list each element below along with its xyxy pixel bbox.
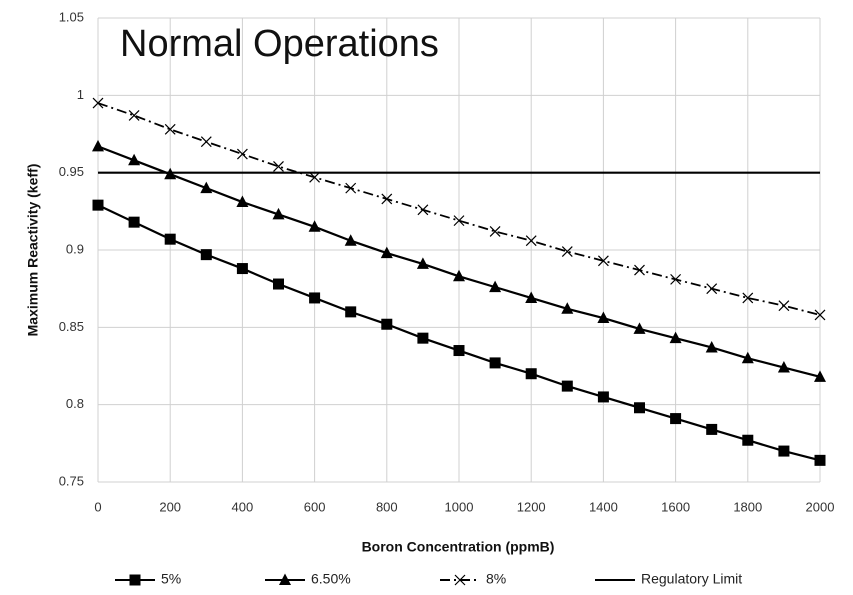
x-tick-label: 1600 [661,499,690,514]
x-tick-label: 200 [159,499,181,514]
marker [345,306,357,318]
marker [279,573,291,585]
marker [561,380,573,392]
marker [634,402,645,414]
marker [454,574,466,586]
marker [380,246,393,259]
marker [633,322,646,334]
marker [741,351,754,364]
y-tick-label: 0.75 [59,473,84,488]
marker [525,235,537,247]
y-axis-label: Maximum Reactivity (keff) [25,164,41,337]
marker [236,148,248,160]
marker [128,216,140,228]
x-tick-label: 1200 [517,499,546,514]
marker [561,246,573,257]
marker [705,340,718,353]
marker [777,361,790,373]
marker [670,413,682,425]
marker [92,97,104,109]
marker [381,318,393,330]
y-tick-label: 1 [77,87,84,102]
marker [129,574,141,586]
marker [706,423,718,435]
marker [345,182,357,194]
marker [561,302,574,314]
marker [669,331,682,344]
marker [453,269,465,282]
marker [381,193,393,205]
legend-label: 8% [486,571,506,587]
marker [417,332,429,344]
marker [742,292,754,304]
marker [417,204,429,216]
x-tick-label: 1400 [589,499,618,514]
legend-label: Regulatory Limit [641,571,742,587]
series [92,199,826,466]
marker [309,292,321,304]
legend-label: 6.50% [311,571,351,587]
y-tick-label: 0.9 [66,241,84,256]
marker [706,283,718,295]
marker [236,195,249,208]
line [97,102,821,316]
y-tick-label: 1.05 [59,9,84,24]
x-axis-label: Boron Concentration (ppmB) [362,539,555,555]
x-tick-label: 2000 [806,499,835,514]
series [92,139,826,382]
marker [597,391,609,403]
marker [200,249,212,261]
marker [309,171,321,183]
marker [489,357,501,369]
legend-item: Regulatory Limit [595,571,742,587]
marker [200,136,212,148]
marker [128,110,140,121]
marker [273,161,284,172]
marker [344,234,357,246]
marker [200,181,213,194]
marker [453,215,465,227]
marker [489,280,502,293]
marker [634,264,645,276]
series [92,97,826,321]
chart-title: Normal Operations [120,23,439,65]
marker [778,445,790,457]
x-tick-label: 0 [94,499,101,514]
marker [416,257,429,269]
marker [236,263,248,275]
marker [164,233,176,245]
marker [742,434,754,446]
marker [92,199,104,211]
x-tick-label: 600 [304,499,326,514]
marker [525,291,538,303]
marker [670,273,682,285]
x-tick-label: 800 [376,499,398,514]
x-tick-label: 1000 [445,499,474,514]
marker [128,153,141,166]
marker [164,123,176,135]
marker [597,255,609,267]
legend-item: 6.50% [265,571,351,587]
y-tick-label: 0.85 [59,319,84,334]
legend-item: 5% [115,571,181,587]
marker [525,368,537,380]
x-tick-label: 400 [232,499,254,514]
legend-item: 8% [440,571,506,587]
marker [814,309,826,321]
y-tick-label: 0.8 [66,396,84,411]
y-tick-label: 0.95 [59,164,84,179]
marker [814,370,826,382]
marker [272,207,285,220]
x-tick-label: 1800 [733,499,762,514]
legend-label: 5% [161,571,181,587]
marker [273,278,284,290]
marker [92,139,104,152]
marker [308,220,321,232]
marker [453,345,465,357]
marker [597,311,610,324]
marker [778,300,790,312]
marker [814,454,826,466]
marker [489,226,501,237]
